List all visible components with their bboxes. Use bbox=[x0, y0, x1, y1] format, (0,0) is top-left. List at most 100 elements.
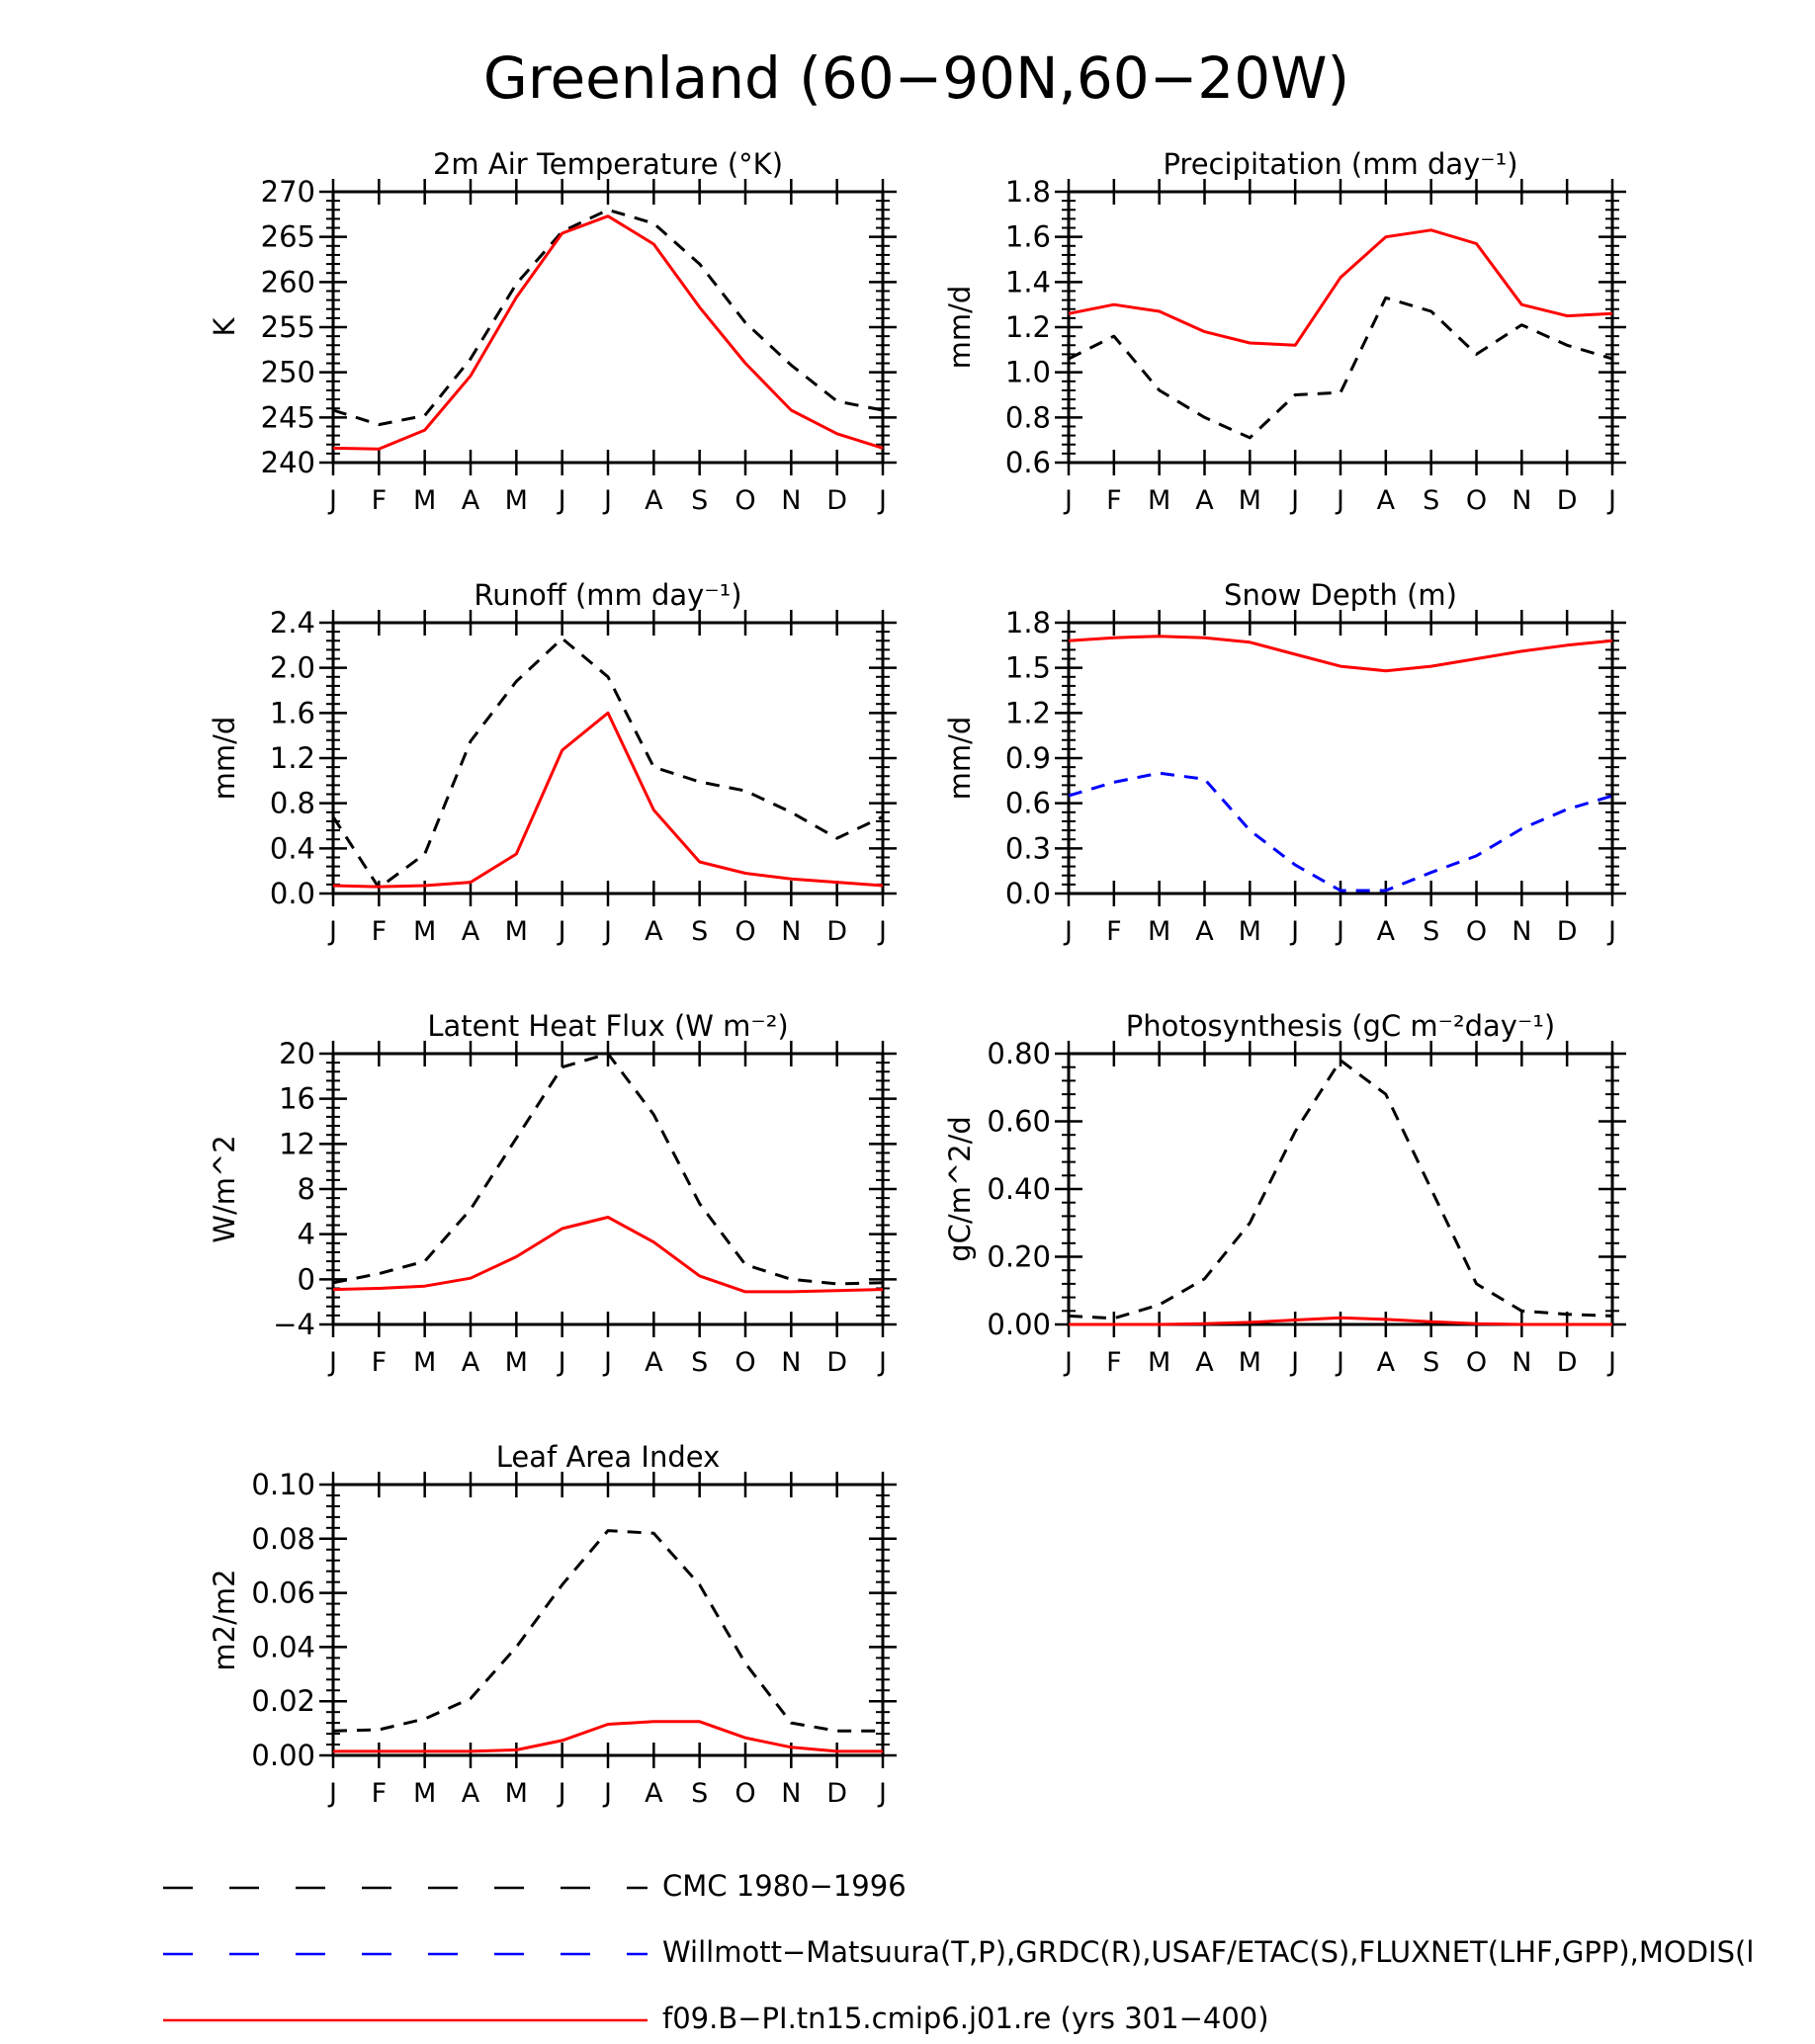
x-tick-label: A bbox=[1377, 1347, 1396, 1378]
series-line-1 bbox=[332, 208, 884, 427]
x-tick-label: S bbox=[691, 916, 708, 947]
y-tick-label: 260 bbox=[261, 265, 315, 298]
y-axis-label: K bbox=[208, 317, 241, 337]
x-tick-label: A bbox=[462, 1778, 480, 1809]
series-line-2 bbox=[1069, 1316, 1612, 1326]
x-tick-label: F bbox=[372, 1347, 388, 1378]
legend-label: f09.B−PI.tn15.cmip6.j01.re (yrs 301−400) bbox=[662, 2001, 1269, 2035]
y-tick-label: 4 bbox=[298, 1218, 315, 1251]
y-tick-label: 0.80 bbox=[987, 1037, 1051, 1070]
panel-2: Precipitation (mm day⁻¹)J F M A M J J A S O N D J0.6… bbox=[943, 147, 1626, 516]
x-tick-label: D bbox=[826, 1778, 847, 1809]
series-line-1 bbox=[332, 1529, 883, 1733]
panel-5: Latent Heat Flux (W m⁻²)J F M A M J J A S O N D J−40… bbox=[208, 1009, 897, 1378]
x-tick-label: M bbox=[413, 1347, 436, 1378]
y-tick-label: 1.6 bbox=[270, 696, 315, 729]
y-axis-label: mm/d bbox=[208, 717, 241, 801]
x-tick-label: J bbox=[557, 485, 566, 516]
plot-frame bbox=[331, 190, 885, 465]
x-tick-label: J bbox=[327, 485, 337, 516]
x-tick-label: O bbox=[735, 1778, 755, 1809]
x-tick-label: J bbox=[877, 1347, 887, 1378]
y-tick-label: 0.9 bbox=[1005, 741, 1051, 775]
x-tick-label: D bbox=[826, 916, 847, 947]
series-line-1 bbox=[331, 637, 884, 890]
x-tick-label: J bbox=[327, 1347, 337, 1378]
x-tick-label: J bbox=[877, 485, 887, 516]
x-tick-label: F bbox=[372, 485, 388, 516]
y-tick-label: 0 bbox=[298, 1262, 315, 1296]
x-tick-label: J bbox=[877, 916, 887, 947]
x-tick-label: N bbox=[1512, 485, 1531, 516]
x-tick-label: O bbox=[735, 1347, 755, 1378]
y-axis-label: mm/d bbox=[943, 717, 977, 801]
x-tick-label: J bbox=[1335, 485, 1344, 516]
plot-frame bbox=[331, 621, 885, 895]
y-axis-label: gC/m^2/d bbox=[943, 1116, 977, 1262]
panel-title: Precipitation (mm day⁻¹) bbox=[1163, 147, 1517, 181]
x-tick-label: O bbox=[735, 916, 755, 947]
y-tick-label: 0.00 bbox=[251, 1739, 315, 1772]
x-tick-label: M bbox=[413, 916, 436, 947]
y-tick-label: 12 bbox=[279, 1127, 315, 1160]
x-tick-label: A bbox=[1377, 916, 1396, 947]
plot-frame bbox=[1067, 621, 1614, 895]
series-line-2 bbox=[332, 711, 884, 889]
x-tick-label: S bbox=[1423, 485, 1439, 516]
x-tick-label: M bbox=[413, 1778, 436, 1809]
x-tick-label: J bbox=[1606, 916, 1616, 947]
y-tick-label: 0.02 bbox=[251, 1684, 315, 1718]
y-tick-label: 2.4 bbox=[270, 606, 315, 639]
panel-title: Photosynthesis (gC m⁻²day⁻¹) bbox=[1126, 1009, 1555, 1043]
x-tick-label: A bbox=[462, 1347, 480, 1378]
y-tick-label: 0.0 bbox=[1005, 877, 1051, 910]
y-tick-label: 255 bbox=[261, 310, 315, 344]
y-tick-label: 0.40 bbox=[987, 1172, 1051, 1206]
x-tick-label: S bbox=[691, 1347, 708, 1378]
plot-frame bbox=[331, 1052, 885, 1326]
x-tick-label: N bbox=[781, 1778, 801, 1809]
y-tick-label: −4 bbox=[273, 1308, 315, 1341]
x-tick-label: A bbox=[1195, 916, 1214, 947]
x-tick-label: A bbox=[645, 485, 663, 516]
x-tick-label: J bbox=[602, 1347, 612, 1378]
x-tick-label: J bbox=[1606, 1347, 1616, 1378]
x-tick-label: A bbox=[1195, 485, 1214, 516]
x-tick-label: J bbox=[1606, 485, 1616, 516]
x-tick-label: M bbox=[413, 485, 436, 516]
y-tick-label: 0.60 bbox=[987, 1105, 1051, 1139]
x-tick-label: D bbox=[826, 485, 847, 516]
y-tick-label: 1.5 bbox=[1005, 651, 1051, 685]
plot-frame bbox=[331, 1483, 885, 1757]
x-tick-label: F bbox=[372, 1778, 388, 1809]
x-tick-label: M bbox=[1239, 485, 1261, 516]
panel-6: Photosynthesis (gC m⁻²day⁻¹)J F M A M J J A S O N D… bbox=[943, 1009, 1626, 1378]
y-tick-label: 0.8 bbox=[270, 787, 315, 820]
y-tick-label: 0.6 bbox=[1005, 446, 1051, 479]
x-tick-label: M bbox=[505, 1347, 528, 1378]
y-tick-label: 0.20 bbox=[987, 1240, 1051, 1274]
x-tick-label: J bbox=[1063, 916, 1073, 947]
y-tick-label: 0.8 bbox=[1005, 400, 1051, 434]
y-tick-label: 2.0 bbox=[270, 651, 315, 685]
x-tick-label: F bbox=[372, 916, 388, 947]
y-tick-label: 8 bbox=[298, 1172, 315, 1206]
x-tick-label: N bbox=[781, 916, 801, 947]
y-tick-label: 0.08 bbox=[251, 1522, 315, 1556]
x-tick-label: S bbox=[691, 485, 708, 516]
x-tick-label: S bbox=[691, 1778, 708, 1809]
y-tick-label: 1.4 bbox=[1005, 265, 1051, 298]
series-line-2 bbox=[332, 214, 884, 451]
series-line-2 bbox=[1068, 771, 1613, 893]
y-tick-label: 0.10 bbox=[251, 1468, 315, 1501]
y-tick-label: 0.06 bbox=[251, 1576, 315, 1610]
x-tick-label: J bbox=[602, 1778, 612, 1809]
y-axis-label: m2/m2 bbox=[208, 1569, 241, 1670]
legend-entry-1: CMC 1980−1996 bbox=[163, 1869, 907, 1903]
y-tick-label: 1.8 bbox=[1005, 606, 1051, 639]
y-tick-label: 1.0 bbox=[1005, 356, 1051, 389]
panel-4: Snow Depth (m)J F M A M J J A S O N D J0.00.30.60.91… bbox=[943, 578, 1626, 947]
x-tick-label: M bbox=[1148, 1347, 1170, 1378]
x-tick-label: M bbox=[505, 1778, 528, 1809]
x-tick-label: M bbox=[505, 916, 528, 947]
